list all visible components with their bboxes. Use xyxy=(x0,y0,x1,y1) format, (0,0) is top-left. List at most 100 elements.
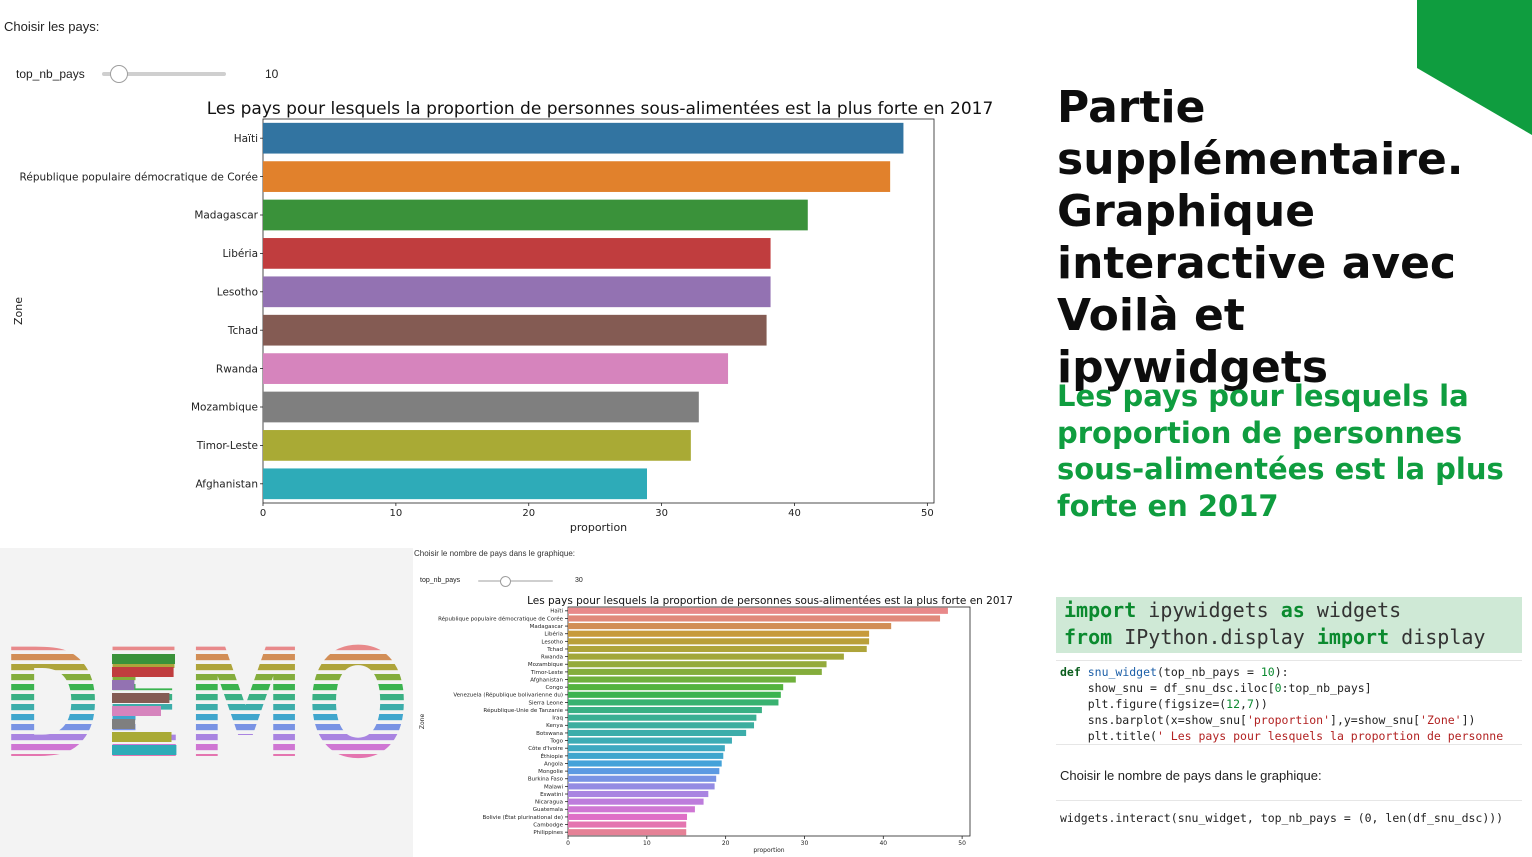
bar xyxy=(568,661,827,668)
slide-right-panel: Partie supplémentaire. Graphique interac… xyxy=(1022,0,1532,857)
slide-title: Partie supplémentaire. Graphique interac… xyxy=(1057,82,1464,393)
interact-code-cell: widgets.interact(snu_widget, top_nb_pays… xyxy=(1056,800,1522,834)
code-text: IPython.display xyxy=(1112,625,1317,649)
bar xyxy=(263,353,729,384)
y-tick-label: Kenya xyxy=(546,723,563,729)
code-text: ipywidgets xyxy=(1136,598,1281,622)
bar xyxy=(568,630,870,637)
y-tick-label: Timor-Leste xyxy=(530,670,564,676)
slider-thumb[interactable] xyxy=(110,65,128,83)
x-tick-label: 0 xyxy=(260,508,266,519)
bar xyxy=(568,623,892,630)
e-bar xyxy=(112,719,136,729)
slider-label: top_nb_pays xyxy=(420,577,461,584)
y-tick-label: Libéria xyxy=(222,248,258,260)
bar xyxy=(568,737,732,744)
bar xyxy=(568,783,715,790)
bar xyxy=(568,653,844,660)
bar xyxy=(263,199,808,231)
bar xyxy=(263,314,767,346)
y-tick-label: Eswatini xyxy=(540,792,563,798)
second-bar-chart: Les pays pour lesquels la proportion de … xyxy=(419,595,1013,854)
y-tick-label: Lesotho xyxy=(217,286,258,298)
slider-thumb[interactable] xyxy=(500,576,511,587)
y-tick-label: Botswana xyxy=(536,731,563,737)
slider-label: top_nb_pays xyxy=(16,67,85,81)
x-tick-label: 20 xyxy=(722,840,730,847)
y-axis-label: Zone xyxy=(419,714,426,730)
e-bar xyxy=(112,680,135,690)
y-tick-label: Éthiopie xyxy=(541,752,564,760)
y-tick-label: Rwanda xyxy=(541,655,563,661)
green-corner-decoration xyxy=(1417,0,1532,135)
bar xyxy=(568,615,941,622)
demo-word-art: DEMO xyxy=(0,644,410,764)
slide-subtitle: Les pays pour lesquels la proportion de … xyxy=(1057,379,1504,523)
bar xyxy=(568,806,695,813)
x-tick-label: 0 xyxy=(566,840,570,847)
main-chart-panel: Choisir les pays: top_nb_pays 10 Les pay… xyxy=(0,0,1022,548)
plot-frame xyxy=(262,118,935,504)
bar xyxy=(568,722,755,729)
y-tick-label: Afghanistan xyxy=(195,478,258,490)
y-tick-label: République populaire démocratique de Cor… xyxy=(20,171,258,183)
y-tick-label: Tchad xyxy=(227,325,258,337)
x-axis-label: proportion xyxy=(570,521,627,534)
y-tick-label: Sierra Leone xyxy=(528,700,563,706)
bar xyxy=(263,161,891,192)
import-code-cell: import ipywidgets as widgets from IPytho… xyxy=(1056,597,1522,653)
y-tick-label: Burkina Faso xyxy=(528,777,564,783)
y-tick-label: Togo xyxy=(549,739,563,745)
y-tick-label: Bolivie (État plurinational de) xyxy=(482,813,563,821)
bar xyxy=(568,699,779,706)
demo-letters: DEMO xyxy=(0,644,410,764)
code-keyword: import xyxy=(1316,625,1390,649)
bar xyxy=(568,676,796,683)
y-tick-label: Mozambique xyxy=(191,402,258,414)
bar xyxy=(568,714,757,721)
y-tick-label: Haïti xyxy=(234,133,258,145)
slider-value: 10 xyxy=(265,67,279,81)
code-keyword: import xyxy=(1064,598,1137,622)
x-tick-label: 50 xyxy=(921,508,934,519)
x-tick-label: 40 xyxy=(879,840,887,847)
bar xyxy=(568,607,948,614)
bar xyxy=(568,684,784,691)
choose-count-label: Choisir le nombre de pays dans le graphi… xyxy=(414,549,575,558)
y-tick-label: Côte d'Ivoire xyxy=(528,745,563,752)
bar xyxy=(568,752,724,759)
bar xyxy=(568,729,747,737)
main-bar-chart: Les pays pour lesquels la proportion de … xyxy=(12,99,993,534)
bar xyxy=(568,775,717,782)
chart-title: Les pays pour lesquels la proportion de … xyxy=(527,595,1013,607)
bar xyxy=(568,668,822,675)
bar xyxy=(568,645,867,653)
bar xyxy=(568,745,725,752)
y-tick-label: Haïti xyxy=(550,609,563,615)
bar xyxy=(568,706,762,714)
code-text: display xyxy=(1389,625,1486,649)
e-bar xyxy=(112,654,175,664)
y-tick-label: Tchad xyxy=(546,647,563,653)
bar xyxy=(263,122,904,154)
y-tick-label: Mozambique xyxy=(528,662,564,668)
y-tick-label: Venezuela (République bolivarienne du) xyxy=(453,692,563,699)
slider-track[interactable] xyxy=(102,72,226,76)
bar xyxy=(568,829,687,836)
plot-frame xyxy=(567,606,971,837)
bar xyxy=(263,238,771,269)
bar xyxy=(568,638,870,645)
bar xyxy=(263,276,771,308)
y-tick-label: Philippines xyxy=(533,830,563,836)
choose-countries-label: Choisir les pays: xyxy=(4,19,100,34)
bar xyxy=(568,790,709,798)
y-tick-label: Malawi xyxy=(544,784,564,790)
y-tick-label: Rwanda xyxy=(216,363,258,375)
y-tick-label: Madagascar xyxy=(194,210,258,222)
demo-letter: O xyxy=(306,644,410,764)
demo-letter: D xyxy=(0,644,101,764)
bar xyxy=(568,768,720,775)
bar xyxy=(568,821,687,828)
demo-letter: M xyxy=(185,644,306,764)
slider-track[interactable] xyxy=(478,580,553,582)
